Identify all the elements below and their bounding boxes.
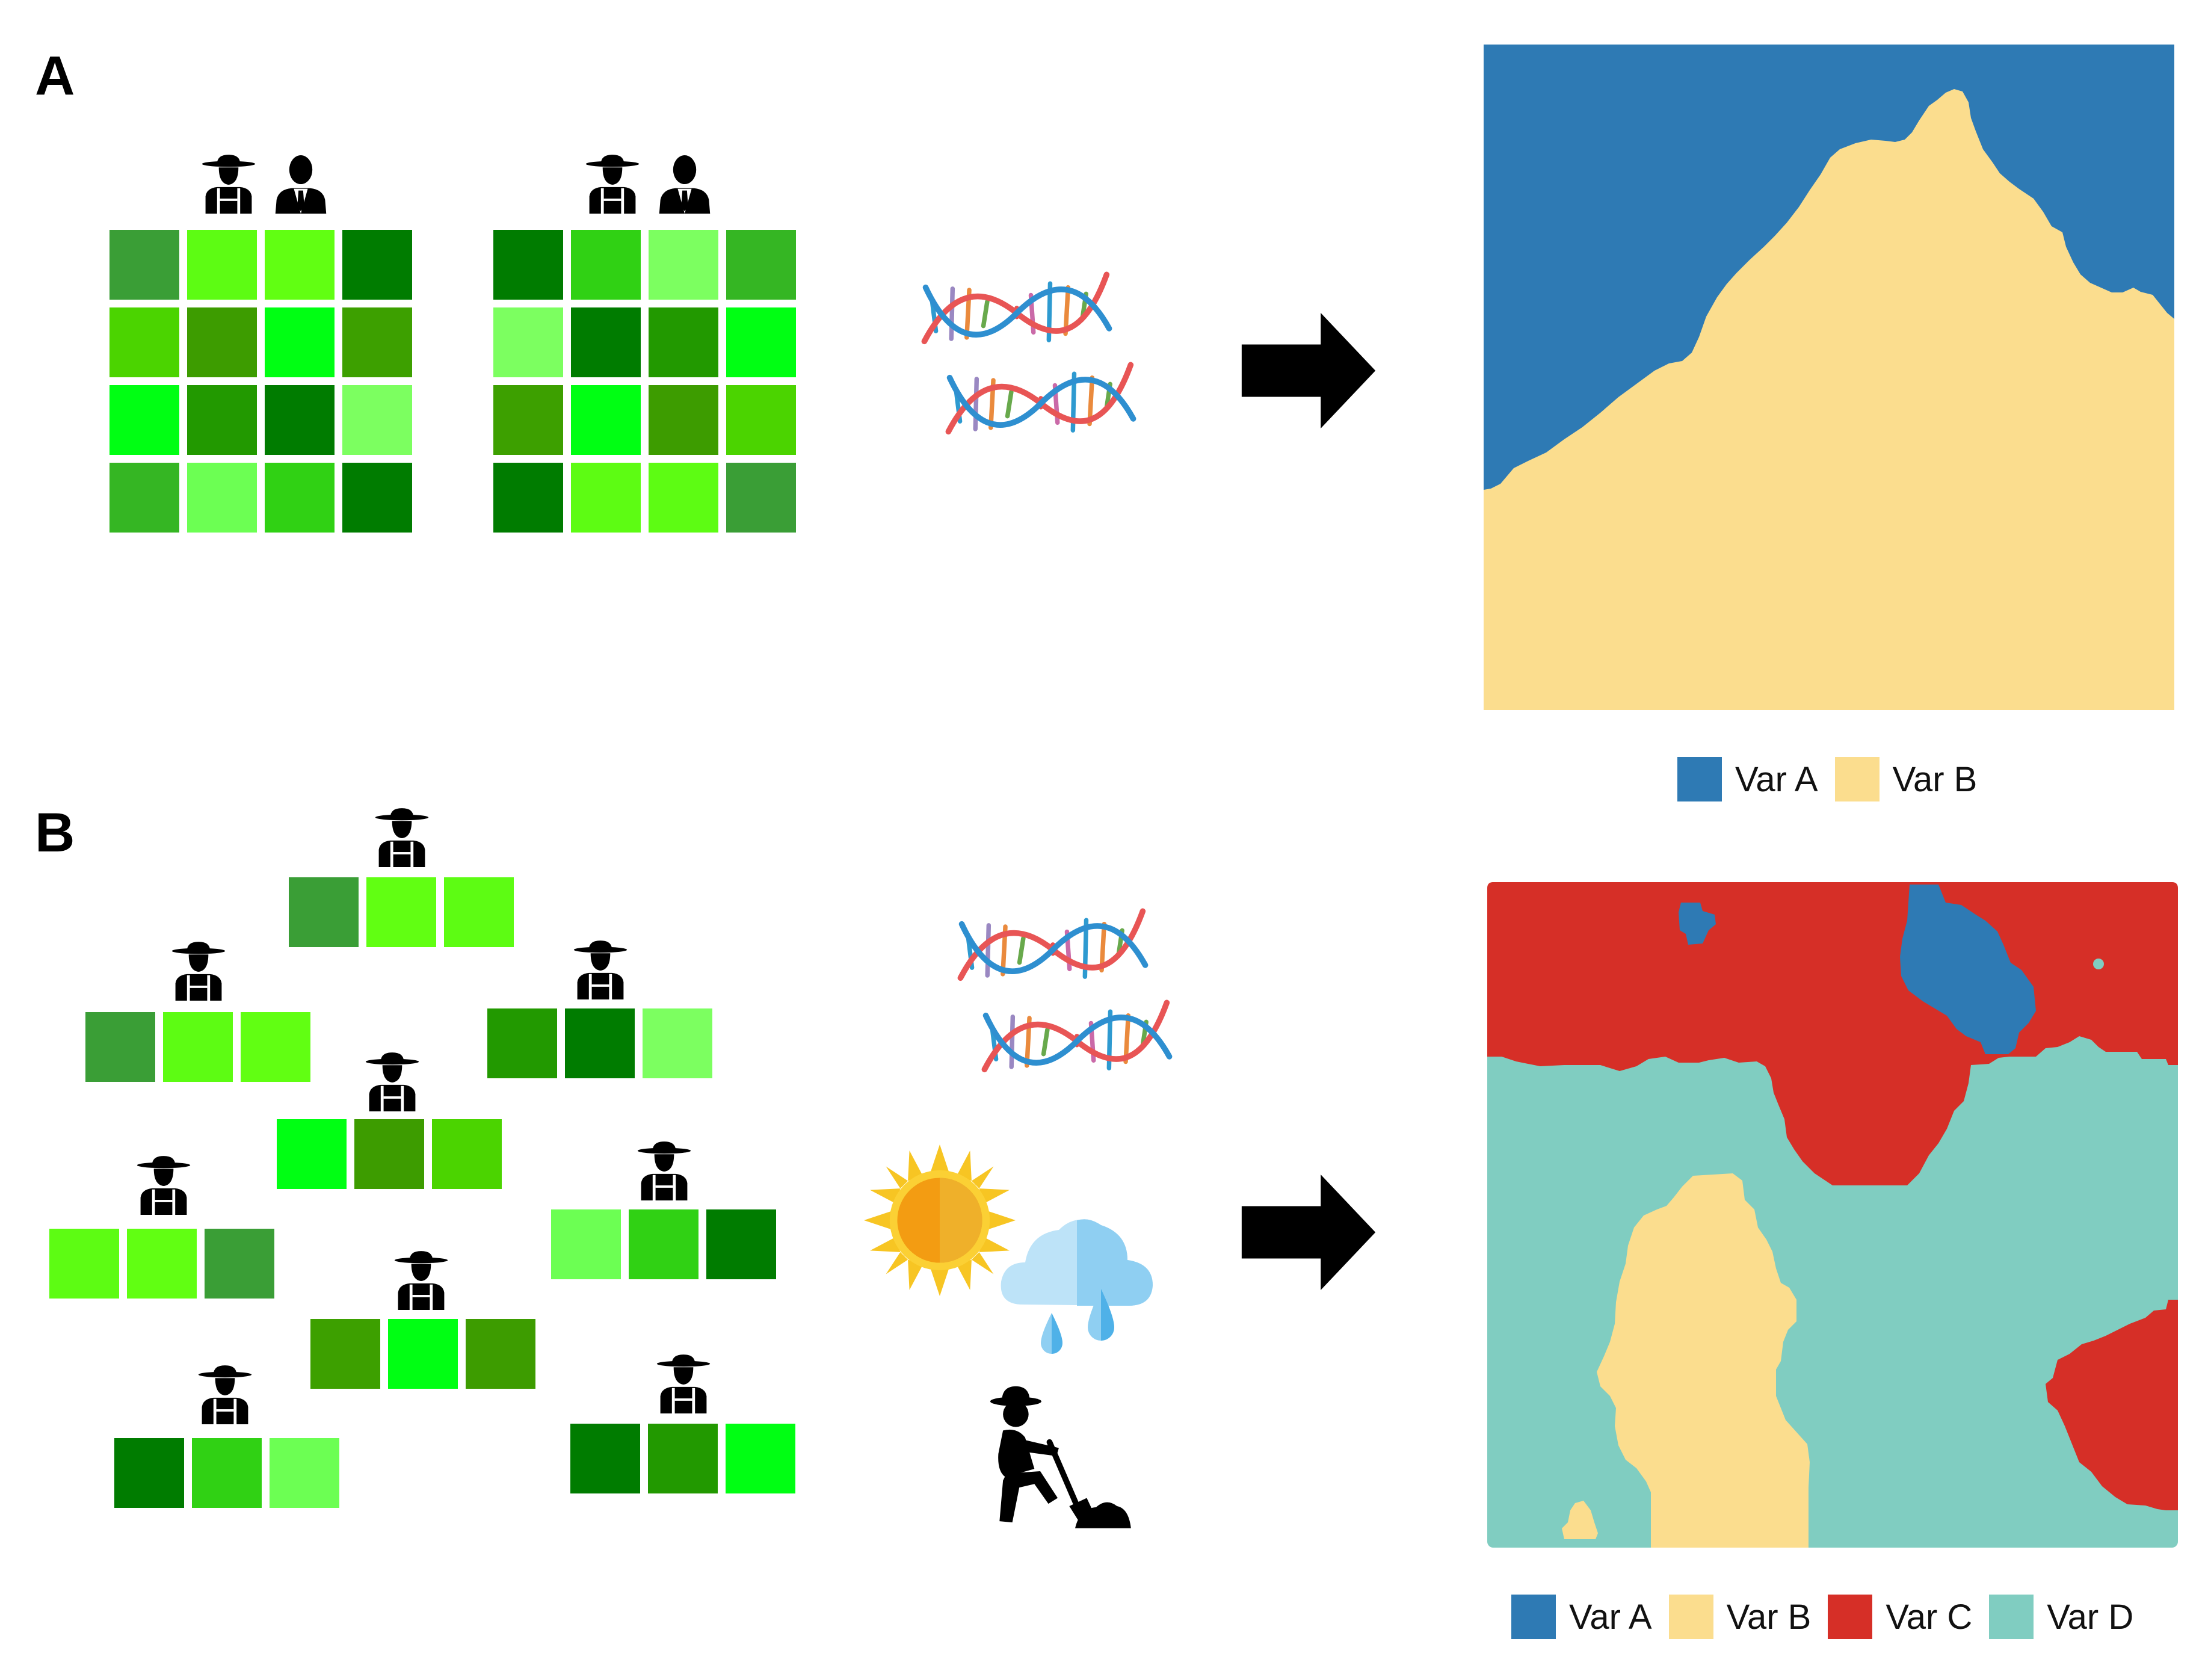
legend-label: Var B	[1726, 1597, 1812, 1637]
legend-swatch	[1677, 757, 1722, 801]
legend-label: Var B	[1892, 759, 1978, 799]
legend-item: Var A	[1677, 757, 1818, 801]
field-plot	[85, 942, 310, 1082]
farmer-icon	[394, 1251, 448, 1310]
legend-item: Var A	[1511, 1595, 1652, 1639]
plot-grid	[493, 230, 796, 533]
farmer-icon	[365, 1052, 419, 1111]
map-a	[1484, 45, 2174, 710]
field-plot	[289, 808, 514, 947]
legend-a: Var A Var B	[1677, 757, 1994, 801]
panel-a-field-2	[493, 155, 796, 533]
legend-b: Var A Var B Var C Var D	[1511, 1595, 2150, 1639]
field-plot	[114, 1365, 339, 1508]
arrow-right-icon	[1241, 313, 1376, 428]
legend-label: Var D	[2047, 1597, 2134, 1637]
legend-swatch	[1511, 1595, 1556, 1639]
legend-item: Var B	[1668, 1595, 1812, 1639]
legend-swatch	[1828, 1595, 1873, 1639]
dna-icon	[984, 1002, 1169, 1069]
panel-b-fields	[49, 808, 795, 1508]
businessman-icon	[659, 155, 711, 214]
field-plot	[277, 1052, 502, 1189]
panel-label-b: B	[35, 802, 75, 863]
legend-swatch	[1989, 1595, 2034, 1639]
farmer-icon	[656, 1354, 711, 1413]
farmer-icon	[137, 1156, 191, 1215]
legend-label: Var A	[1569, 1597, 1652, 1637]
field-plot	[570, 1354, 795, 1493]
rain-cloud-icon	[1001, 1219, 1153, 1354]
map-b	[1487, 882, 2178, 1548]
dna-icon	[924, 274, 1109, 341]
field-plot	[487, 940, 712, 1078]
dna-icon	[960, 911, 1145, 978]
legend-label: Var A	[1735, 759, 1818, 799]
field-plot	[551, 1141, 776, 1279]
farmer-icon	[573, 940, 628, 999]
farmer-icon	[171, 942, 226, 1001]
arrow-right-icon	[1241, 1175, 1376, 1290]
panel-label-a: A	[35, 45, 75, 107]
dna-icon	[948, 365, 1133, 431]
farmer-icon	[637, 1141, 691, 1200]
gardener-icon	[990, 1386, 1131, 1528]
legend-item: Var C	[1828, 1595, 1972, 1639]
plot-grid	[109, 230, 412, 533]
field-plot	[49, 1156, 274, 1299]
legend-item: Var B	[1834, 757, 1978, 801]
businessman-icon	[275, 155, 327, 214]
field-plot	[310, 1251, 535, 1389]
sun-icon	[864, 1144, 1016, 1296]
legend-swatch	[1668, 1595, 1713, 1639]
farmer-icon	[198, 1365, 252, 1424]
legend-item: Var D	[1989, 1595, 2133, 1639]
legend-swatch	[1834, 757, 1880, 801]
farmer-icon	[375, 808, 429, 867]
farmer-icon	[585, 155, 640, 214]
panel-a-field-1	[109, 155, 412, 533]
legend-label: Var C	[1886, 1597, 1973, 1637]
farmer-icon	[202, 155, 256, 214]
